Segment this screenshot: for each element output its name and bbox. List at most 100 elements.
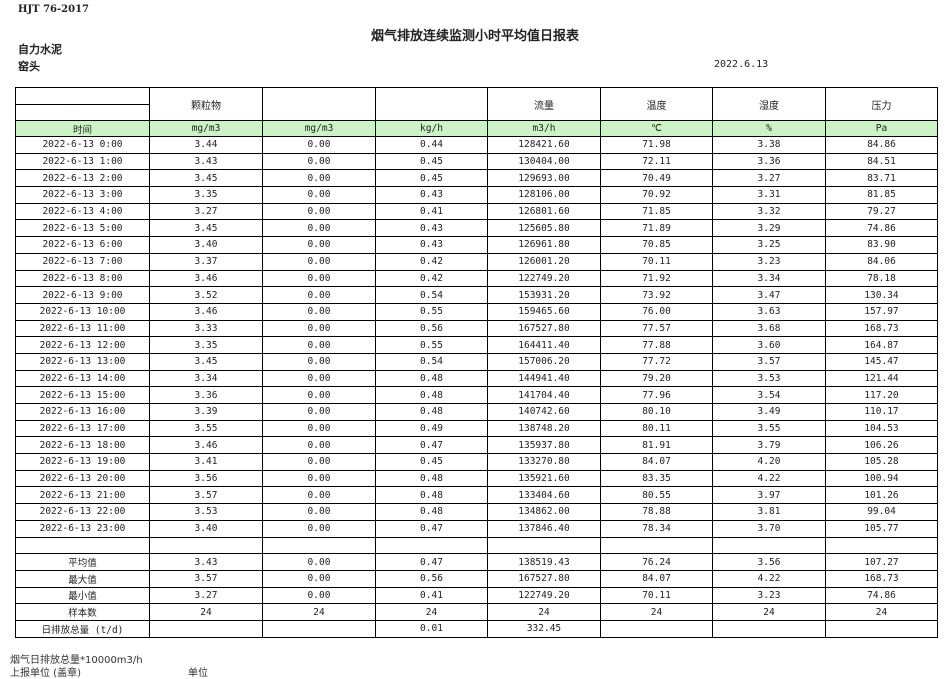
cell: 71.89 [600,219,713,238]
cell: 0.48 [375,503,488,521]
cell: 2022-6-13 1:00 [15,152,150,171]
cell: 0.47 [375,436,488,455]
cell: 0.48 [375,403,488,421]
table-row: 2022-6-13 16:00 3.39 0.00 0.48 140742.60 80.1… [15,403,938,421]
monitor-point: 窑头 [18,60,40,73]
cell: 0.00 [262,236,376,254]
cell: 0.42 [375,252,488,271]
cell [149,619,263,638]
cell: 3.23 [712,252,826,271]
cell: 168.73 [825,569,938,588]
cell [712,619,826,638]
cell: 流量 [487,87,601,121]
cell: 24 [712,603,826,621]
cell: 0.41 [375,586,488,605]
cell: 3.36 [712,152,826,171]
cell: 100.94 [825,469,938,488]
cell: 0.00 [262,169,376,188]
cell: 2022-6-13 15:00 [15,386,150,404]
cell: 0.43 [375,219,488,238]
cell: 湿度 [712,87,826,121]
cell: 3.34 [712,269,826,288]
cell: 159465.60 [487,302,601,321]
cell: 3.55 [712,419,826,438]
cell [375,536,488,555]
cell: 3.46 [149,302,263,321]
cell: 4.22 [712,469,826,488]
cell: 2022-6-13 8:00 [15,269,150,288]
cell: 71.85 [600,202,713,221]
blank-row [15,536,938,555]
cell: 3.44 [149,136,263,154]
table-row: 2022-6-13 21:00 3.57 0.00 0.48 133404.60 80.5… [15,486,938,505]
cell: 3.63 [712,302,826,321]
cell: 0.00 [262,486,376,505]
cell: 0.00 [262,453,376,471]
cell: 2022-6-13 7:00 [15,252,150,271]
table-row: 2022-6-13 13:00 3.45 0.00 0.54 157006.20 77.7… [15,352,938,371]
cell: 3.27 [149,586,263,605]
cell: 80.10 [600,403,713,421]
cell: 76.00 [600,302,713,321]
cell: 3.41 [149,453,263,471]
cell: 134862.00 [487,503,601,521]
cell: 3.27 [149,202,263,221]
cell: 107.27 [825,553,938,571]
cell: 71.98 [600,136,713,154]
cell: 2022-6-13 11:00 [15,319,150,338]
cell: 3.57 [149,569,263,588]
cell: 3.57 [712,352,826,371]
cell: 24 [600,603,713,621]
cell [712,536,826,555]
cell [262,87,376,121]
cell: 最大值 [15,569,150,588]
cell: 3.53 [712,369,826,388]
cell: 157006.20 [487,352,601,371]
cell: 3.43 [149,152,263,171]
cell: 3.23 [712,586,826,605]
cell: 0.00 [262,319,376,338]
table-row: 2022-6-13 3:00 3.35 0.00 0.43 128106.00 70.92… [15,186,938,204]
table-row: 2022-6-13 6:00 3.40 0.00 0.43 126961.80 70.85… [15,236,938,254]
cell: 0.00 [262,136,376,154]
cell: 3.25 [712,236,826,254]
cell: 81.91 [600,436,713,455]
table-row: 2022-6-13 15:00 3.36 0.00 0.48 141704.40 77.9… [15,386,938,404]
cell: 140742.60 [487,403,601,421]
cell: 81.85 [825,186,938,204]
cell: 3.43 [149,553,263,571]
cell: 2022-6-13 6:00 [15,236,150,254]
cell: 83.35 [600,469,713,488]
cell: 122749.20 [487,586,601,605]
cell: 126801.60 [487,202,601,221]
cell: 99.04 [825,503,938,521]
cell: 2022-6-13 14:00 [15,369,150,388]
cell: 135921.60 [487,469,601,488]
cell: 3.56 [149,469,263,488]
cell: 24 [375,603,488,621]
cell: 133404.60 [487,486,601,505]
cell: 105.77 [825,519,938,538]
cell: 0.45 [375,152,488,171]
table-row: 2022-6-13 17:00 3.55 0.00 0.49 138748.20 80.1… [15,419,938,438]
cell [262,619,376,638]
cell: 84.51 [825,152,938,171]
cell: 3.68 [712,319,826,338]
cell: 3.38 [712,136,826,154]
cell: 3.46 [149,436,263,455]
cell: 3.47 [712,286,826,304]
cell: 76.24 [600,553,713,571]
table-row: 2022-6-13 2:00 3.45 0.00 0.45 129693.00 70.49… [15,169,938,188]
cell: 0.00 [262,336,376,354]
cell [487,536,601,555]
table-row: 2022-6-13 18:00 3.46 0.00 0.47 135937.80 81.9… [15,436,938,455]
cell: 74.86 [825,219,938,238]
cell: 0.56 [375,569,488,588]
cell: 2022-6-13 22:00 [15,503,150,521]
table-row: 2022-6-13 12:00 3.35 0.00 0.55 164411.40 77.8… [15,336,938,354]
cell: 79.20 [600,369,713,388]
cell: 110.17 [825,403,938,421]
cell: 0.47 [375,519,488,538]
cell: 3.40 [149,236,263,254]
table-row: 2022-6-13 7:00 3.37 0.00 0.42 126001.20 70.11… [15,252,938,271]
